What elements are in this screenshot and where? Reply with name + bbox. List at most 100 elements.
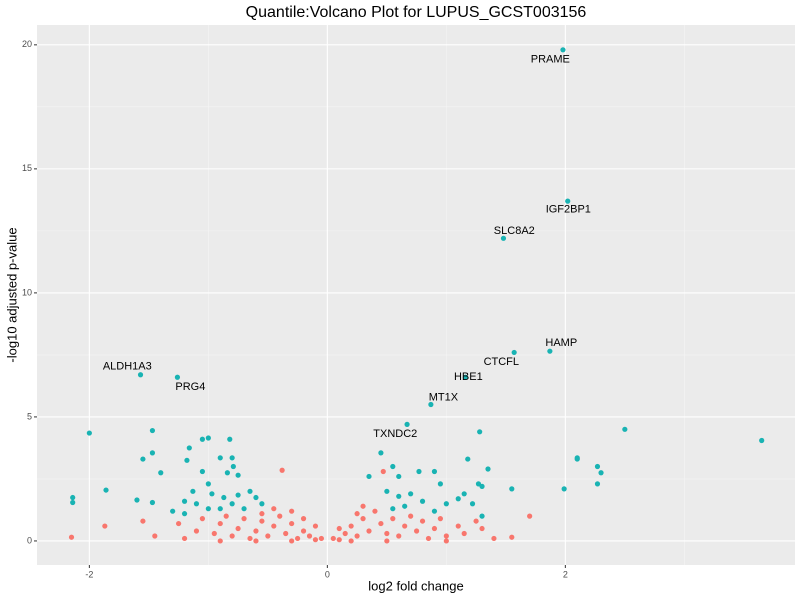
annotation: TXNDC2	[373, 428, 417, 440]
point	[149, 450, 156, 456]
point	[318, 535, 324, 542]
point	[384, 488, 390, 494]
point	[408, 513, 414, 519]
point	[396, 473, 402, 480]
point	[594, 463, 601, 470]
point	[465, 456, 471, 462]
point	[431, 508, 438, 514]
point	[140, 456, 146, 462]
point	[416, 468, 422, 475]
point	[479, 483, 485, 489]
point	[419, 498, 426, 504]
point	[759, 437, 765, 444]
point	[193, 528, 200, 534]
point	[437, 481, 443, 487]
point	[86, 430, 92, 436]
point	[193, 501, 200, 507]
annotation: MT1X	[429, 392, 459, 404]
point	[366, 528, 372, 534]
point	[342, 530, 348, 537]
point	[560, 47, 566, 53]
point	[199, 468, 206, 475]
point	[300, 516, 307, 522]
point	[380, 468, 386, 475]
annotation: PRAME	[531, 54, 570, 66]
point	[137, 372, 144, 378]
point	[235, 472, 241, 478]
point	[408, 491, 414, 497]
point	[336, 525, 342, 532]
x-tick-label: 0	[325, 569, 330, 579]
point	[68, 534, 75, 540]
point	[366, 473, 372, 480]
point	[235, 492, 241, 498]
point	[443, 533, 449, 539]
point	[279, 467, 285, 473]
point	[428, 401, 434, 408]
point	[174, 374, 181, 380]
point	[378, 450, 384, 456]
point	[511, 349, 517, 356]
point	[413, 528, 420, 534]
point	[229, 501, 235, 507]
annotation: SLC8A2	[494, 225, 535, 237]
point	[158, 470, 164, 476]
point	[402, 503, 408, 509]
point	[455, 523, 461, 529]
point	[491, 535, 497, 542]
point	[574, 456, 580, 462]
point	[241, 506, 247, 512]
point	[253, 538, 259, 544]
point	[437, 516, 443, 522]
point	[469, 501, 476, 507]
annotation: HBE1	[454, 371, 483, 383]
point	[473, 518, 479, 524]
point	[235, 525, 241, 532]
point	[419, 518, 426, 524]
point	[312, 537, 319, 543]
point	[485, 466, 491, 472]
y-tick-label: 10	[22, 287, 32, 297]
annotation: ALDH1A3	[103, 361, 152, 373]
point	[425, 535, 432, 542]
x-tick-label: -2	[85, 569, 93, 579]
point	[211, 530, 217, 537]
point	[372, 508, 378, 514]
point	[461, 530, 467, 537]
point	[181, 535, 188, 542]
point	[509, 534, 515, 540]
point	[330, 535, 336, 542]
point	[431, 468, 438, 475]
point	[199, 516, 206, 522]
point	[509, 486, 515, 492]
annotation: HAMP	[545, 337, 577, 349]
point	[390, 506, 396, 512]
point	[221, 494, 227, 501]
point	[205, 506, 211, 512]
point	[271, 506, 277, 512]
point	[253, 494, 259, 501]
chart-title: Quantile:Volcano Plot for LUPUS_GCST0031…	[246, 4, 587, 21]
plot-panel	[37, 25, 795, 565]
point	[259, 518, 265, 524]
point	[259, 511, 265, 517]
point	[223, 513, 229, 519]
point	[306, 533, 313, 539]
point	[402, 523, 408, 529]
point	[190, 488, 196, 494]
point	[289, 538, 295, 544]
point	[348, 538, 354, 544]
point	[140, 518, 146, 524]
point	[354, 533, 360, 539]
point	[230, 463, 236, 470]
point	[271, 523, 277, 529]
point	[431, 525, 438, 532]
point	[205, 481, 211, 487]
point	[247, 535, 253, 542]
point	[217, 538, 223, 544]
point	[199, 436, 206, 442]
point	[229, 455, 235, 461]
point	[134, 497, 140, 503]
point	[443, 501, 449, 507]
annotation: CTCFL	[484, 356, 519, 368]
